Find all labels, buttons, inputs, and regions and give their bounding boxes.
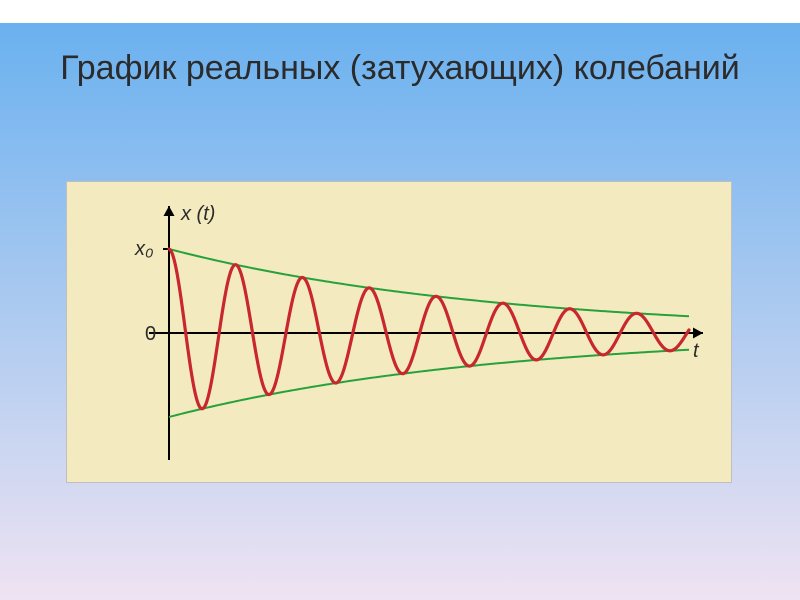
y-axis-label: x (t) (180, 203, 215, 225)
envelope-lower (169, 350, 689, 417)
chart-panel: x (t) x₀ 0 t (66, 181, 732, 483)
damped-wave (169, 249, 689, 409)
slide-title: График реальных (затухающих) колебаний (0, 23, 800, 90)
y-axis-arrow (164, 206, 175, 216)
x-axis-arrow (693, 327, 703, 338)
slide: График реальных (затухающих) колебаний x… (0, 23, 800, 600)
damped-oscillation-chart: x (t) x₀ 0 t (67, 182, 733, 484)
x-axis-label: t (693, 340, 700, 362)
origin-zero-label: 0 (145, 323, 156, 345)
x0-label: x₀ (134, 238, 153, 260)
